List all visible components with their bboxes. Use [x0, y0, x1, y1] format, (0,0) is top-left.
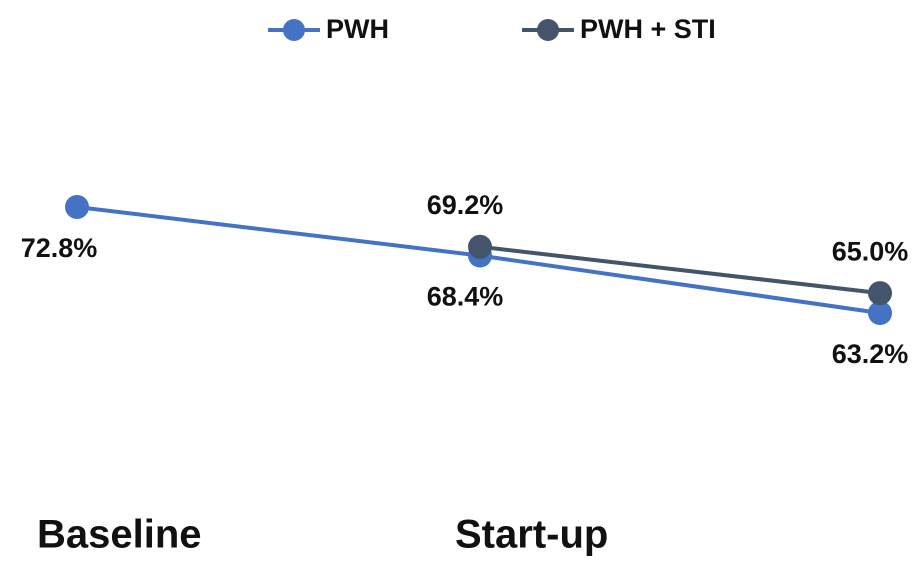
- legend-marker: [283, 19, 305, 41]
- data-label: 65.0%: [832, 236, 909, 266]
- series-line: [479, 244, 881, 296]
- data-label: 72.8%: [21, 233, 98, 263]
- legend-label: PWH + STI: [580, 14, 716, 44]
- x-tick-label: Baseline: [37, 513, 202, 557]
- legend-label: PWH: [326, 14, 389, 44]
- data-label: 63.2%: [832, 339, 909, 369]
- data-point: [868, 281, 892, 306]
- x-tick-label: Start-up: [455, 513, 608, 557]
- data-label: 69.2%: [427, 190, 504, 220]
- data-point: [468, 234, 492, 259]
- legend-marker: [537, 19, 559, 41]
- data-point: [65, 195, 89, 219]
- data-point: [868, 301, 892, 325]
- data-label: 68.4%: [427, 282, 504, 312]
